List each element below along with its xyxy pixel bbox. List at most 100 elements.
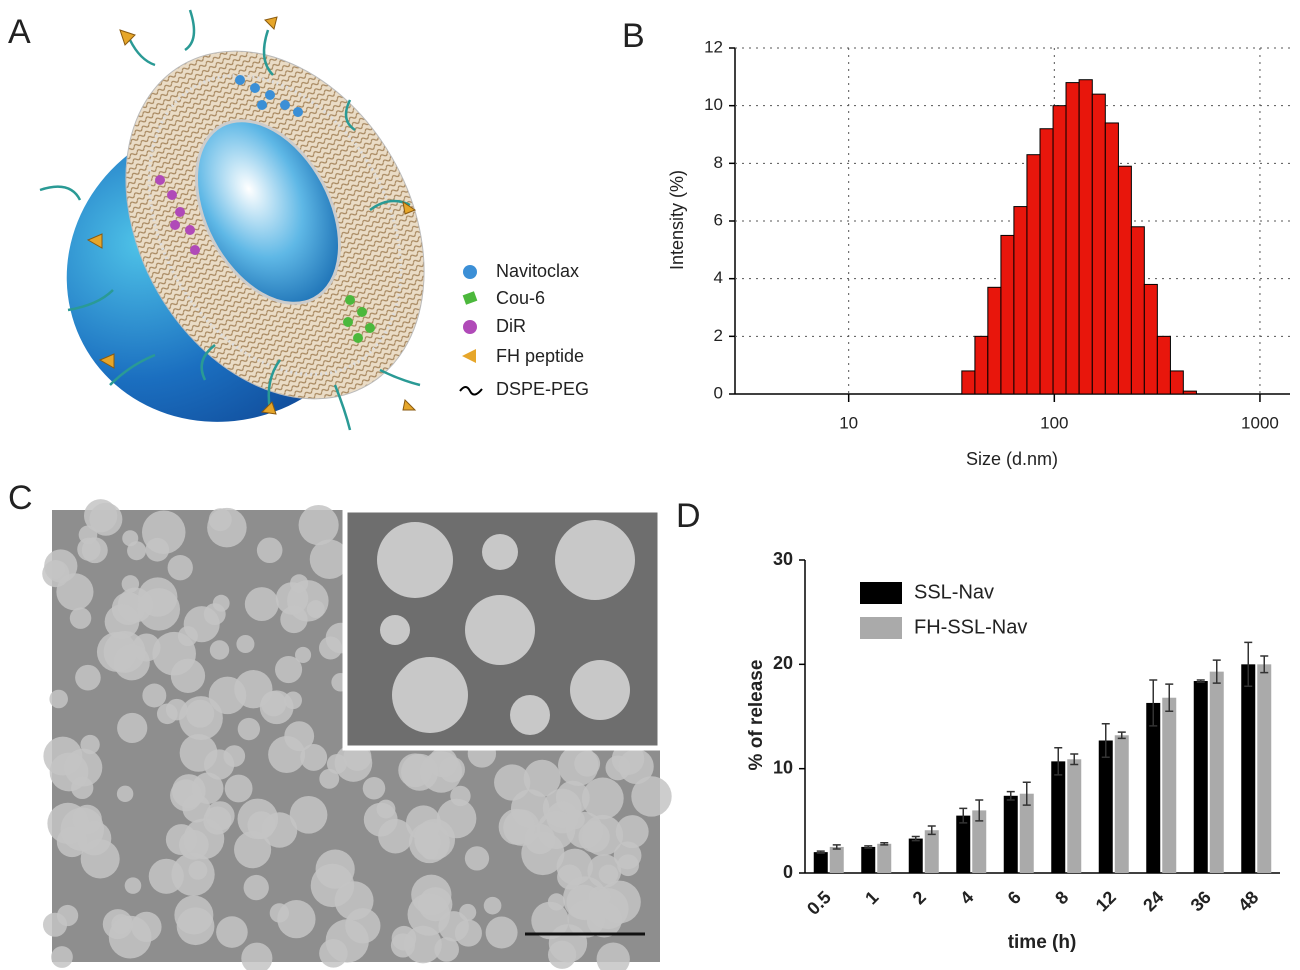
histogram-bar bbox=[1104, 122, 1119, 395]
x-tick-label: 6 bbox=[1004, 887, 1025, 908]
particle bbox=[482, 534, 518, 570]
error-bar bbox=[1260, 655, 1269, 674]
y-axis-label: % of release bbox=[746, 660, 767, 771]
particle bbox=[170, 658, 206, 693]
particle bbox=[104, 604, 140, 639]
error-bar bbox=[1196, 679, 1205, 683]
particle bbox=[81, 537, 108, 564]
bar bbox=[924, 830, 939, 873]
bar bbox=[1209, 671, 1224, 873]
particle bbox=[241, 942, 273, 970]
y-tick-label: 12 bbox=[704, 37, 723, 56]
particle bbox=[587, 854, 622, 888]
particle bbox=[615, 815, 649, 849]
particle bbox=[459, 903, 477, 921]
particle bbox=[605, 755, 631, 781]
panel-label: C bbox=[8, 479, 33, 517]
error-bar bbox=[832, 844, 841, 850]
particle bbox=[207, 507, 247, 548]
histogram-bar bbox=[1000, 234, 1015, 395]
legend-label: DSPE-PEG bbox=[496, 379, 589, 399]
legend-label: DiR bbox=[496, 316, 526, 336]
particle bbox=[310, 863, 355, 908]
histogram-bar bbox=[1130, 226, 1145, 395]
x-tick-label: 2 bbox=[909, 887, 930, 908]
histogram-bar bbox=[961, 370, 976, 395]
particle bbox=[183, 606, 220, 643]
particle bbox=[407, 893, 451, 936]
histogram-bar bbox=[1078, 79, 1093, 395]
particle bbox=[376, 799, 396, 819]
bar bbox=[1257, 664, 1272, 873]
particle bbox=[89, 502, 123, 536]
particle bbox=[141, 510, 186, 555]
y-tick-label: 2 bbox=[714, 326, 723, 345]
particle bbox=[236, 634, 255, 654]
bar bbox=[1067, 759, 1082, 873]
histogram-bar bbox=[1143, 283, 1158, 395]
error-bar bbox=[1117, 731, 1126, 740]
bar bbox=[1051, 761, 1066, 873]
panel-label: A bbox=[8, 13, 31, 51]
particle bbox=[237, 717, 261, 741]
legend-icons bbox=[459, 265, 483, 396]
particle bbox=[391, 925, 417, 951]
bar bbox=[1162, 697, 1177, 873]
particle bbox=[377, 522, 453, 598]
particle bbox=[174, 895, 214, 935]
particle bbox=[581, 777, 624, 820]
particle bbox=[485, 916, 518, 949]
particle bbox=[555, 520, 635, 600]
x-tick-label: 1000 bbox=[1241, 413, 1279, 432]
panel-label: B bbox=[622, 17, 645, 55]
histogram-bar bbox=[987, 286, 1002, 395]
particle bbox=[186, 699, 215, 728]
legend-label: FH-SSL-Nav bbox=[914, 616, 1027, 638]
particle bbox=[523, 759, 561, 797]
particle bbox=[617, 854, 640, 877]
particle bbox=[247, 811, 276, 840]
bar bbox=[908, 838, 923, 873]
particle bbox=[483, 896, 502, 915]
particle bbox=[60, 807, 105, 852]
y-tick-label: 0 bbox=[783, 862, 793, 882]
particle bbox=[216, 916, 248, 948]
particle bbox=[401, 753, 439, 791]
error-bar bbox=[959, 807, 968, 824]
particle bbox=[510, 695, 550, 735]
particle bbox=[436, 798, 477, 839]
x-tick-label: 36 bbox=[1187, 887, 1215, 915]
legend-label: Navitoclax bbox=[496, 261, 579, 281]
y-tick-label: 10 bbox=[704, 95, 723, 114]
particle bbox=[547, 940, 577, 969]
particle bbox=[268, 735, 306, 774]
particle bbox=[208, 676, 247, 715]
error-bar bbox=[1244, 641, 1253, 687]
error-bar bbox=[1165, 683, 1174, 713]
particle bbox=[294, 646, 312, 663]
legend-label: Cou-6 bbox=[496, 288, 545, 308]
bar bbox=[813, 852, 828, 873]
legend-swatch bbox=[860, 617, 902, 639]
particle bbox=[465, 595, 535, 665]
histogram-bar bbox=[1013, 206, 1028, 395]
x-tick-label: 100 bbox=[1040, 413, 1068, 432]
particle bbox=[259, 690, 294, 725]
particle bbox=[124, 877, 142, 894]
particle bbox=[69, 607, 92, 629]
particle bbox=[439, 756, 465, 783]
particle bbox=[277, 899, 316, 939]
particle bbox=[179, 734, 218, 772]
particle bbox=[596, 942, 630, 970]
tem-image bbox=[42, 499, 672, 970]
error-bar bbox=[911, 835, 920, 842]
histogram-bar bbox=[1182, 390, 1197, 395]
x-tick-label: 0.5 bbox=[803, 887, 835, 919]
particle bbox=[319, 768, 340, 789]
particle bbox=[46, 560, 65, 579]
legend-label: SSL-Nav bbox=[914, 581, 994, 603]
bar bbox=[1003, 795, 1018, 873]
x-tick-label: 10 bbox=[839, 413, 858, 432]
histogram-bar bbox=[1117, 165, 1132, 395]
histogram-bar bbox=[1065, 82, 1080, 395]
